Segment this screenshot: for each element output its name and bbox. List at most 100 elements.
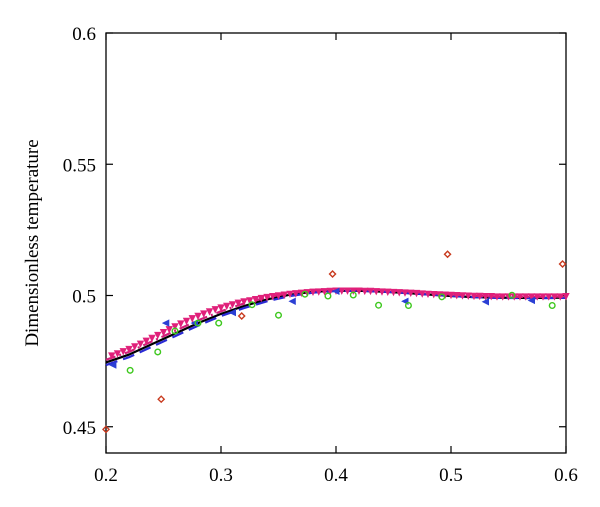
data-point (527, 296, 536, 305)
data-point (148, 334, 156, 343)
data-point (194, 319, 202, 327)
data-point (481, 293, 490, 301)
plot-frame (105, 32, 567, 454)
data-point (562, 293, 570, 301)
data-point (177, 320, 185, 328)
data-point (361, 287, 369, 296)
y-axis-title: Dimensionless temperature (22, 139, 43, 346)
data-point (136, 340, 145, 348)
data-point (355, 287, 363, 295)
data-point (286, 290, 294, 299)
x-tick-label: 0.3 (209, 465, 233, 486)
y-tick-label: 0.55 (63, 155, 96, 176)
data-point (200, 310, 208, 318)
data-point (165, 326, 173, 334)
data-point (401, 289, 409, 297)
data-point (539, 293, 547, 301)
data-point (556, 293, 564, 301)
data-point (487, 293, 495, 301)
data-point (171, 327, 179, 335)
data-point (343, 287, 352, 295)
data-point (217, 304, 225, 312)
data-point (404, 301, 412, 309)
data-point (443, 250, 452, 259)
data-point (108, 352, 116, 360)
data-point (125, 345, 133, 354)
data-point (154, 348, 162, 356)
data-point (257, 294, 265, 303)
data-point (395, 289, 403, 297)
data-point (372, 288, 380, 296)
y-tick-label: 0.6 (72, 24, 96, 45)
data-point (332, 287, 340, 295)
data-point (516, 293, 524, 301)
data-point (470, 292, 478, 301)
data-point (301, 290, 309, 298)
data-point (424, 290, 432, 299)
data-point (205, 308, 214, 316)
data-point (447, 291, 455, 300)
data-point (119, 348, 127, 356)
data-point (188, 315, 196, 323)
data-point (292, 290, 300, 298)
data-point (545, 293, 553, 301)
data-point (320, 288, 329, 296)
data-point (211, 306, 219, 314)
plot-area (102, 250, 570, 434)
data-point (499, 293, 507, 301)
data-point (309, 288, 317, 296)
data-point (102, 425, 110, 434)
data-point (228, 308, 236, 317)
data-point (418, 290, 426, 298)
data-point (275, 311, 283, 319)
data-point (326, 287, 334, 296)
data-point (324, 292, 332, 300)
x-tick-label: 0.5 (439, 465, 463, 486)
data-point (493, 293, 501, 301)
data-point (548, 301, 556, 309)
data-point (234, 299, 242, 307)
data-point (159, 329, 168, 337)
data-point (248, 301, 256, 309)
data-point (375, 301, 383, 309)
data-point (194, 312, 202, 321)
data-point (126, 366, 134, 374)
data-point (251, 295, 260, 304)
data-point (481, 298, 490, 306)
data-point (558, 260, 567, 268)
data-point (215, 319, 223, 327)
data-point (366, 287, 375, 296)
data-point (157, 395, 166, 404)
data-point (109, 361, 117, 369)
data-point (550, 293, 559, 301)
data-point (338, 287, 346, 295)
data-point (246, 297, 254, 305)
x-axis: 0.2 0.3 0.4 0.5 0.6 (94, 33, 578, 486)
data-point (113, 350, 122, 358)
data-point (430, 290, 438, 299)
data-point (384, 288, 392, 296)
data-point (240, 298, 248, 306)
data-point (349, 291, 357, 299)
data-point (508, 291, 516, 299)
data-point (228, 301, 237, 309)
data-point (453, 291, 461, 300)
data-point (533, 293, 541, 301)
data-point (288, 297, 296, 305)
data-point (280, 291, 288, 299)
data-point (389, 288, 398, 297)
x-tick-label: 0.4 (324, 465, 348, 486)
x-tick-label: 0.2 (94, 465, 118, 486)
data-point (349, 287, 357, 295)
data-point (407, 289, 415, 298)
data-point (223, 302, 231, 311)
x-tick-label: 0.6 (554, 465, 578, 486)
data-point (527, 293, 536, 301)
data-point (131, 343, 139, 351)
data-point (458, 292, 467, 300)
data-point (263, 293, 271, 302)
data-point (522, 293, 530, 301)
data-point (274, 292, 283, 300)
y-tick-label: 0.5 (72, 287, 96, 308)
